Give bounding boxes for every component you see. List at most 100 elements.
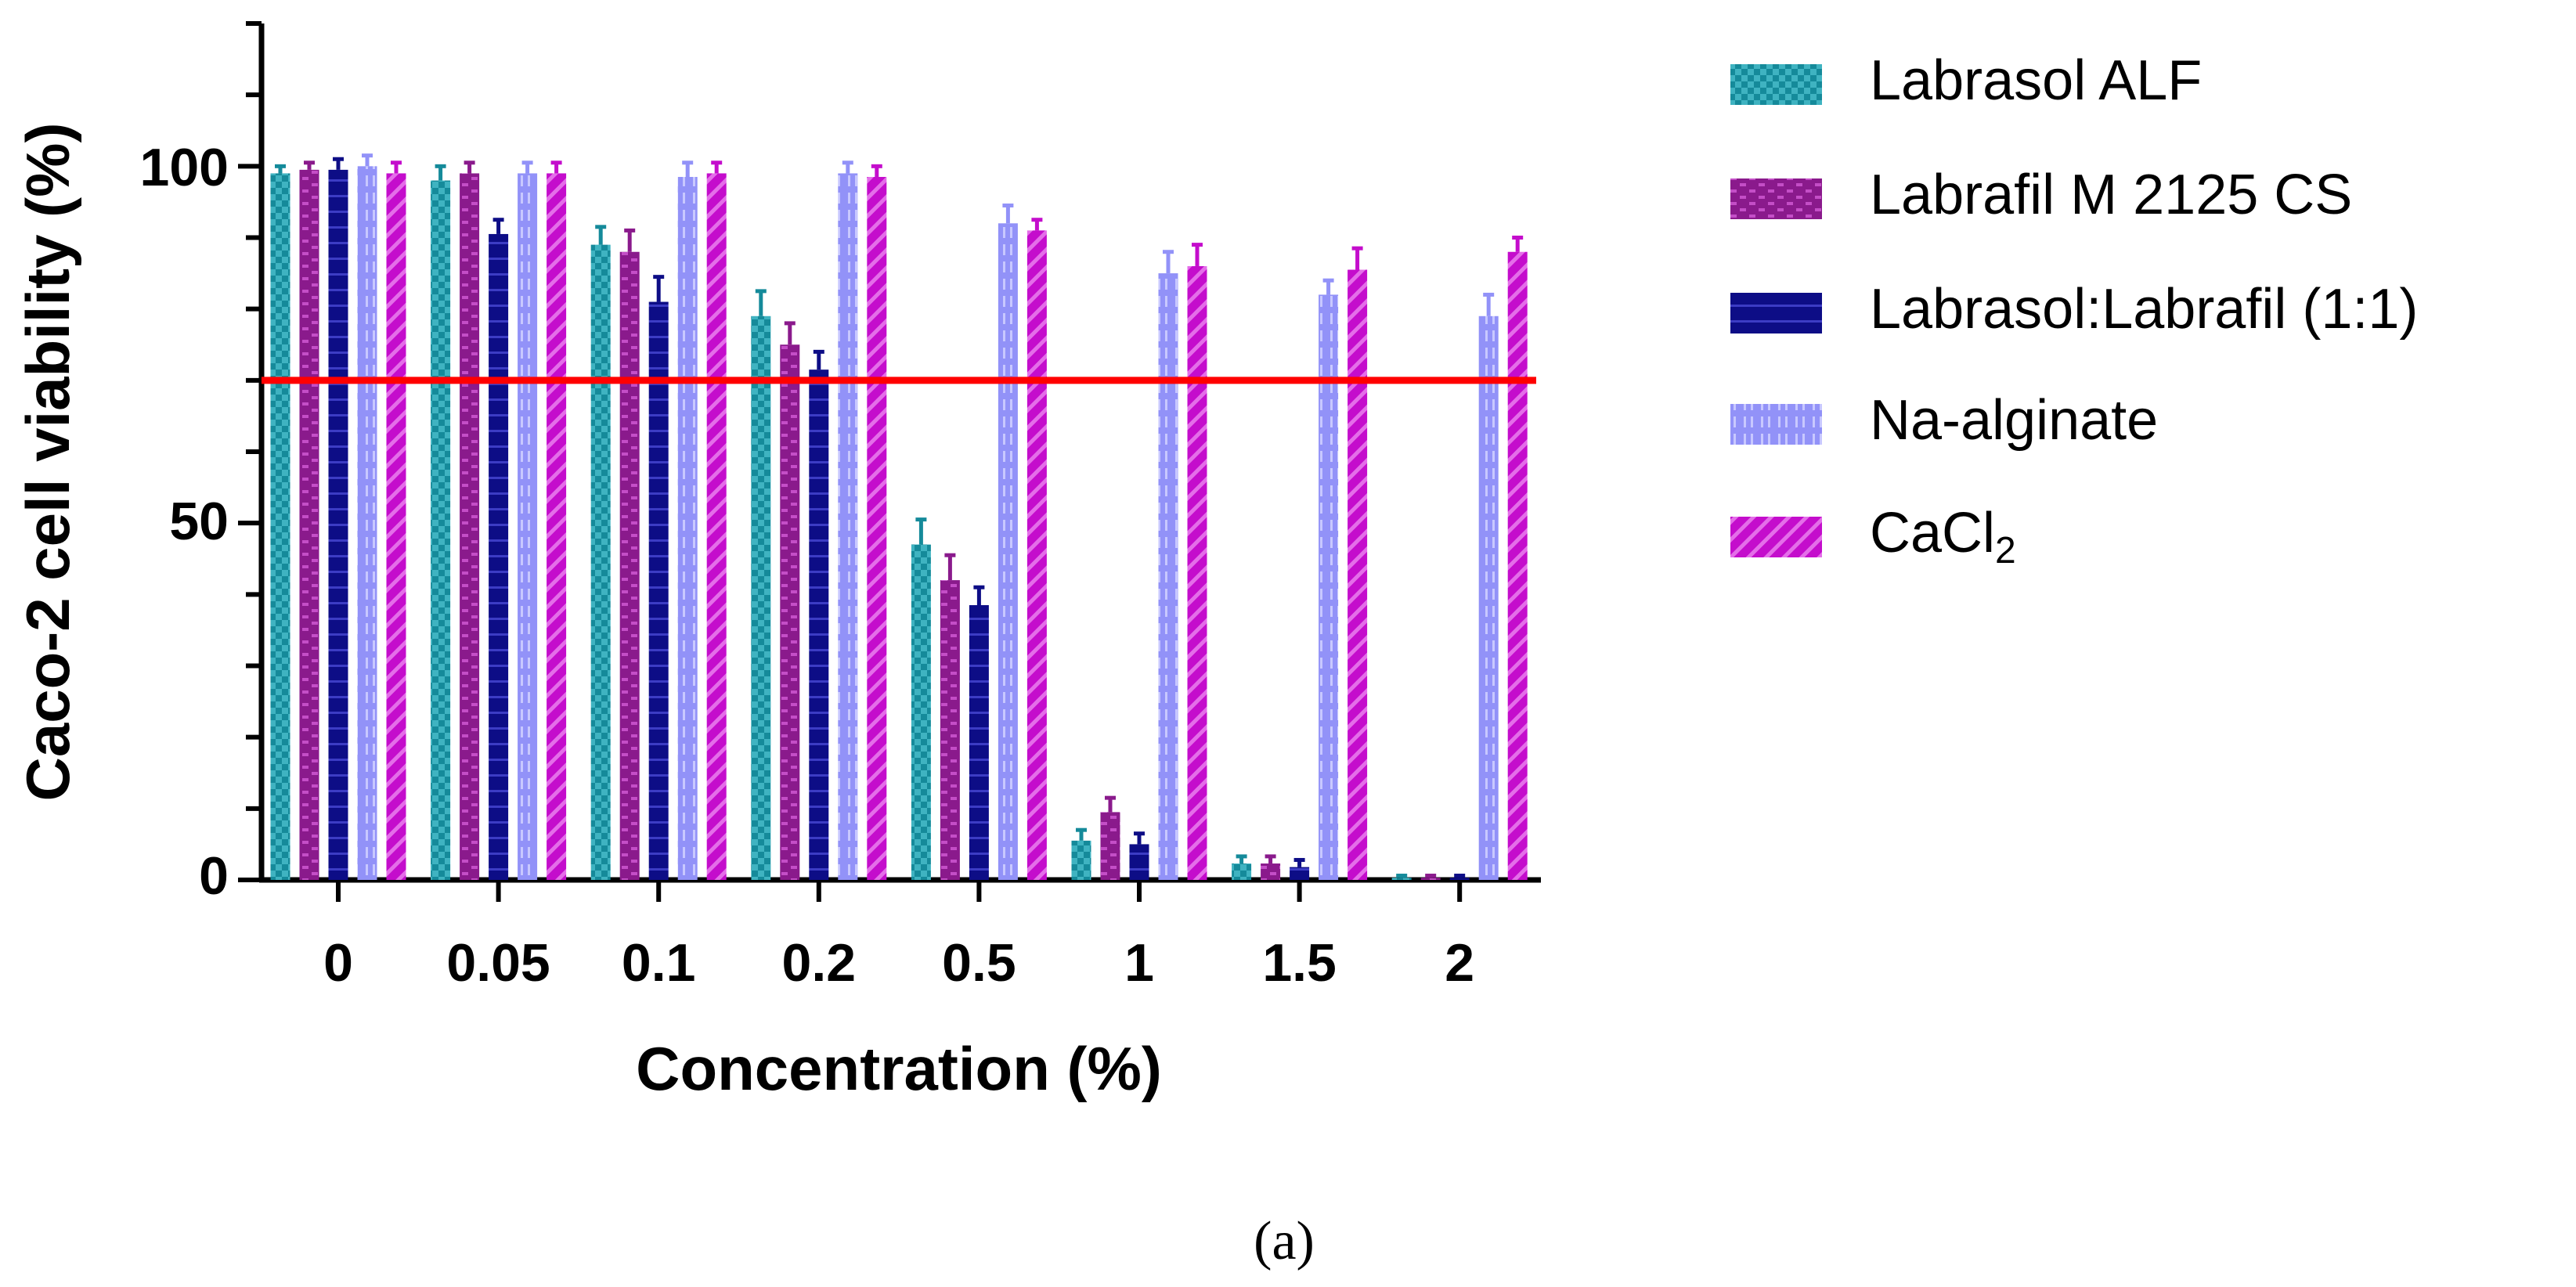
error-bar-cacl2-0.5 — [1031, 218, 1043, 231]
error-bar-labrasol-alf-0.1 — [595, 225, 607, 245]
bar-na-alginate-0.5 — [998, 223, 1018, 880]
bar-labrafil-m-2125-cs-0 — [299, 169, 319, 880]
bars — [270, 166, 1528, 881]
x-axis-title: Concentration (%) — [636, 1034, 1162, 1103]
error-bar-labrasol-alf-0.5 — [915, 517, 927, 545]
bar-na-alginate-0 — [357, 166, 377, 881]
error-bar-labrafil-m-2125-cs-1.5 — [1265, 854, 1276, 864]
bar-labrasol-alf-0.1 — [590, 244, 611, 880]
error-bar-labrasol-alf-1.5 — [1236, 854, 1247, 864]
bar-cacl2-0.2 — [867, 177, 887, 881]
error-bar-labrasol-alf-0 — [275, 164, 286, 174]
error-bar-labrasol-labrafil-1-1--0.5 — [973, 585, 985, 606]
error-bar-cacl2-1.5 — [1351, 246, 1363, 270]
error-bar-na-alginate-0.2 — [842, 160, 853, 174]
bar-labrasol-alf-2 — [1391, 878, 1412, 880]
legend-item-labrafil: Labrafil M 2125 CS — [1730, 164, 2352, 226]
bar-na-alginate-0.1 — [677, 177, 698, 881]
bar-labrafil-m-2125-cs-2 — [1420, 878, 1441, 880]
bar-cacl2-0.05 — [547, 173, 567, 880]
legend-swatch-mix — [1730, 293, 1822, 333]
legend: Labrasol ALF Labrafil M 2125 CS Labrasol… — [1730, 49, 2418, 571]
bar-labrasol-labrafil-1-1--0.05 — [489, 233, 509, 881]
bar-cacl2-0 — [386, 173, 406, 880]
legend-label-alginate: Na-alginate — [1870, 389, 2158, 452]
bar-labrafil-m-2125-cs-0.5 — [940, 580, 960, 880]
error-bar-na-alginate-2 — [1483, 292, 1495, 316]
error-bar-labrasol-labrafil-1-1--1.5 — [1293, 857, 1305, 867]
error-bar-cacl2-0 — [391, 160, 402, 174]
bar-cacl2-0.5 — [1026, 230, 1047, 881]
bar-labrafil-m-2125-cs-0.2 — [780, 344, 800, 880]
error-bars — [275, 153, 1524, 878]
error-bar-labrasol-alf-1 — [1076, 827, 1087, 841]
bar-na-alginate-1 — [1158, 273, 1178, 880]
error-bar-labrafil-m-2125-cs-0.1 — [624, 228, 636, 252]
y-axis-title: Caco-2 cell viability (%) — [13, 123, 82, 802]
error-bar-labrafil-m-2125-cs-0 — [304, 160, 315, 170]
error-bar-labrasol-alf-0.05 — [435, 164, 446, 181]
x-tick-labels: 0 0.05 0.1 0.2 0.5 1 1.5 2 — [323, 933, 1474, 993]
bar-na-alginate-0.2 — [838, 173, 858, 880]
x-tick-label-0: 0 — [323, 933, 353, 993]
error-bar-na-alginate-0 — [362, 153, 373, 167]
legend-item-alginate: Na-alginate — [1730, 389, 2158, 452]
legend-label-cacl2: CaCl2 — [1870, 502, 2016, 571]
y-ticks — [238, 21, 262, 882]
figure-caption: (a) — [1254, 1211, 1315, 1271]
legend-label-cacl2-subscript: 2 — [1995, 530, 2016, 571]
error-bar-labrasol-labrafil-1-1--0.05 — [492, 218, 504, 234]
error-bar-cacl2-1 — [1192, 243, 1203, 266]
bar-labrasol-alf-0.05 — [431, 180, 451, 881]
bar-labrasol-alf-1.5 — [1232, 863, 1252, 880]
legend-label-mix: Labrasol:Labrafil (1:1) — [1870, 278, 2418, 341]
error-bar-labrasol-labrafil-1-1--2 — [1454, 874, 1466, 878]
legend-label-cacl2-base: CaCl — [1870, 502, 1995, 564]
x-ticks — [336, 880, 1463, 902]
bar-cacl2-2 — [1507, 251, 1528, 880]
error-bar-na-alginate-0.05 — [521, 160, 533, 174]
error-bar-na-alginate-1 — [1163, 250, 1174, 274]
error-bar-labrafil-m-2125-cs-1 — [1105, 795, 1116, 813]
bar-labrasol-labrafil-1-1--2 — [1449, 878, 1470, 880]
legend-swatch-labrafil — [1730, 178, 1822, 219]
x-tick-label-6: 1.5 — [1262, 933, 1337, 993]
x-tick-label-7: 2 — [1445, 933, 1474, 993]
error-bar-labrasol-labrafil-1-1--0.2 — [813, 349, 824, 370]
legend-label-labrasol: Labrasol ALF — [1870, 49, 2202, 112]
legend-swatch-labrasol — [1730, 64, 1822, 105]
error-bar-labrafil-m-2125-cs-0.5 — [944, 553, 956, 581]
bar-na-alginate-0.05 — [518, 173, 538, 880]
error-bar-na-alginate-1.5 — [1322, 278, 1334, 295]
bar-labrafil-m-2125-cs-0.05 — [460, 173, 480, 880]
error-bar-cacl2-0.1 — [711, 160, 723, 174]
bar-labrasol-alf-0.2 — [751, 315, 771, 880]
bar-labrasol-labrafil-1-1--1 — [1129, 844, 1149, 880]
error-bar-labrasol-alf-0.2 — [755, 289, 767, 316]
x-tick-label-3: 0.2 — [782, 933, 857, 993]
error-bar-labrasol-alf-2 — [1396, 874, 1408, 878]
bar-na-alginate-1.5 — [1319, 294, 1339, 880]
x-tick-label-1: 0.05 — [446, 933, 550, 993]
error-bar-na-alginate-0.1 — [682, 160, 694, 178]
bar-cacl2-0.1 — [706, 173, 727, 880]
error-bar-labrafil-m-2125-cs-0.05 — [464, 160, 475, 174]
bar-labrasol-labrafil-1-1--0 — [328, 169, 348, 880]
error-bar-labrasol-labrafil-1-1--0.1 — [653, 275, 665, 302]
legend-item-mix: Labrasol:Labrafil (1:1) — [1730, 278, 2418, 341]
error-bar-labrasol-labrafil-1-1--0 — [333, 157, 344, 170]
bar-labrasol-labrafil-1-1--1.5 — [1290, 867, 1310, 880]
y-tick-label-100: 100 — [140, 138, 229, 197]
y-tick-label-0: 0 — [199, 846, 229, 906]
error-bar-labrafil-m-2125-cs-2 — [1425, 874, 1437, 878]
bar-labrasol-alf-0 — [270, 173, 290, 880]
bar-na-alginate-2 — [1478, 315, 1499, 880]
bar-cacl2-1.5 — [1348, 269, 1368, 880]
x-tick-label-2: 0.1 — [622, 933, 696, 993]
bar-labrafil-m-2125-cs-1 — [1100, 812, 1120, 880]
bar-labrafil-m-2125-cs-1.5 — [1261, 863, 1281, 880]
x-tick-label-4: 0.5 — [942, 933, 1016, 993]
legend-label-labrafil: Labrafil M 2125 CS — [1870, 164, 2352, 226]
y-tick-label-50: 50 — [169, 492, 229, 551]
